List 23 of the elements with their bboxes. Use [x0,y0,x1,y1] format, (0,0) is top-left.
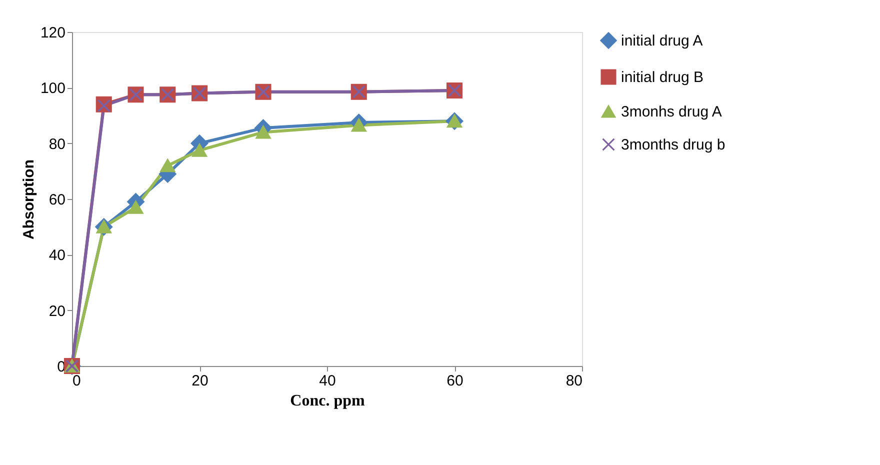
legend-label: initial drug A [621,32,703,50]
x-tick-label: 0 [72,372,81,390]
point [256,126,271,139]
legend-label: 3monhs drug A [621,104,722,120]
y-tick-label: 100 [40,80,66,98]
point [128,200,144,214]
point [160,159,176,172]
x-axis-title: Conc. ppm [290,392,366,410]
y-tick-label: 20 [48,302,66,320]
x-tick-label: 20 [192,372,208,390]
y-tick-label: 120 [40,24,66,42]
y-tick-label: 40 [48,247,66,264]
point [97,99,111,112]
y-tick-label: 80 [48,136,66,153]
x-tick-label: 60 [446,372,464,390]
y-axis-title: Absorption [20,160,38,240]
legend-label: initial drug B [621,69,704,86]
legend-label: 3months drug b [621,136,726,154]
y-tick-label: 60 [48,192,66,208]
x-tick-label: 80 [566,372,582,390]
point [192,144,207,157]
x-tick-label: 40 [319,372,336,390]
point [351,118,366,132]
